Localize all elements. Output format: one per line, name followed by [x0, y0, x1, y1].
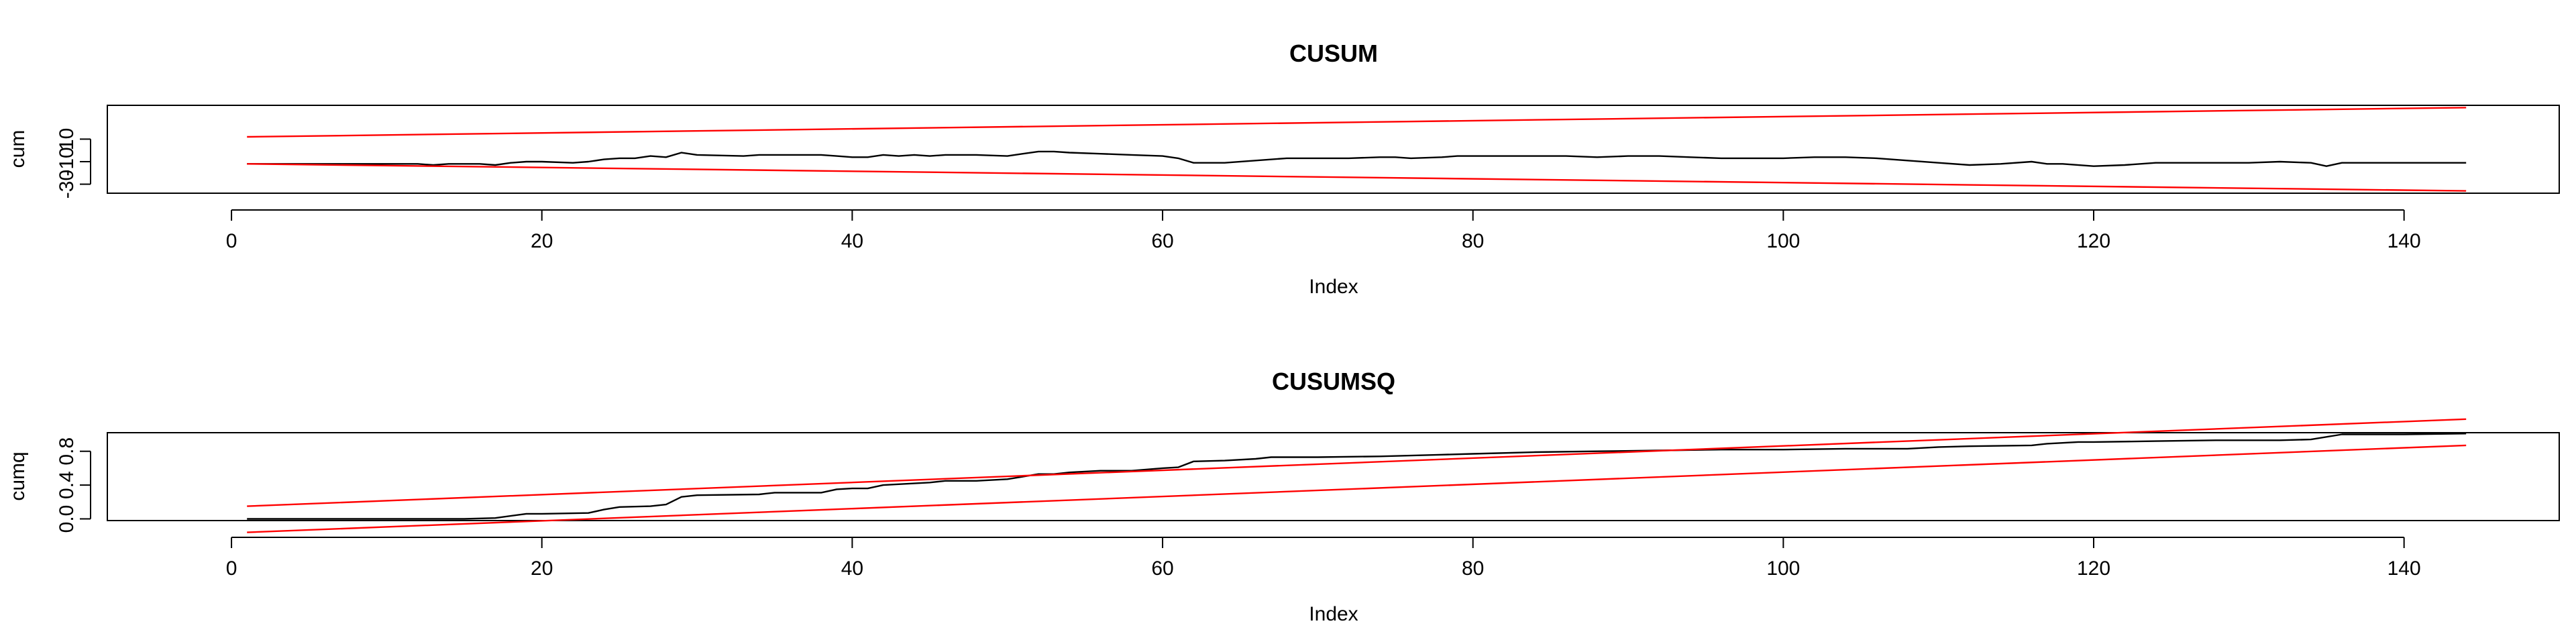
x-axis-label: Index	[1309, 276, 1358, 298]
x-tick-label: 60	[1151, 557, 1173, 580]
series-layer	[247, 107, 2467, 192]
y-tick-label: 0.4	[56, 471, 78, 499]
y-tick-label: 0.8	[56, 437, 78, 466]
plot-frame	[107, 432, 2560, 521]
boundary-line	[247, 444, 2467, 533]
y-tick-label: 0.0	[56, 505, 78, 533]
y-tick-label: -10	[56, 147, 78, 176]
y-axis: 0.0 0.4 0.8	[56, 437, 91, 533]
x-tick-label: 100	[1766, 557, 1800, 580]
x-tick-label: 100	[1766, 230, 1800, 252]
x-tick-label: 40	[841, 557, 863, 580]
x-tick-label: 20	[531, 557, 553, 580]
y-tick-label: -30	[56, 170, 78, 199]
x-tick-label: 60	[1151, 230, 1173, 252]
y-axis-label: cumq	[7, 451, 29, 500]
x-tick-label: 120	[2077, 557, 2110, 580]
x-tick-label: 140	[2387, 230, 2421, 252]
chart-title: CUSUMSQ	[1272, 368, 1395, 395]
x-axis: 0 20 40 60 80 100 120 140	[226, 537, 2421, 580]
x-tick-label: 0	[226, 557, 237, 580]
series-line	[247, 150, 2467, 167]
x-axis: 0 20 40 60 80 100 120 140	[226, 209, 2421, 252]
boundary-line	[247, 418, 2467, 507]
x-tick-label: 0	[226, 230, 237, 252]
x-tick-label: 40	[841, 230, 863, 252]
x-tick-label: 80	[1462, 230, 1484, 252]
chart-title: CUSUM	[1289, 40, 1378, 67]
boundary-line	[247, 107, 2467, 138]
y-tick-label: 10	[56, 128, 78, 150]
series-layer	[247, 418, 2467, 533]
x-tick-label: 140	[2387, 557, 2421, 580]
y-axis-label: cum	[7, 130, 29, 168]
x-axis-label: Index	[1309, 603, 1358, 625]
x-tick-label: 80	[1462, 557, 1484, 580]
x-tick-label: 20	[531, 230, 553, 252]
plot-frame	[107, 105, 2560, 194]
x-tick-label: 120	[2077, 230, 2110, 252]
series-line	[247, 433, 2467, 520]
cusumsq-panel: CUSUMSQ 0 20 40 60 80 100 120 140 0.0 0.4 0.8 Ind…	[7, 368, 2560, 625]
boundary-line	[247, 163, 2467, 192]
